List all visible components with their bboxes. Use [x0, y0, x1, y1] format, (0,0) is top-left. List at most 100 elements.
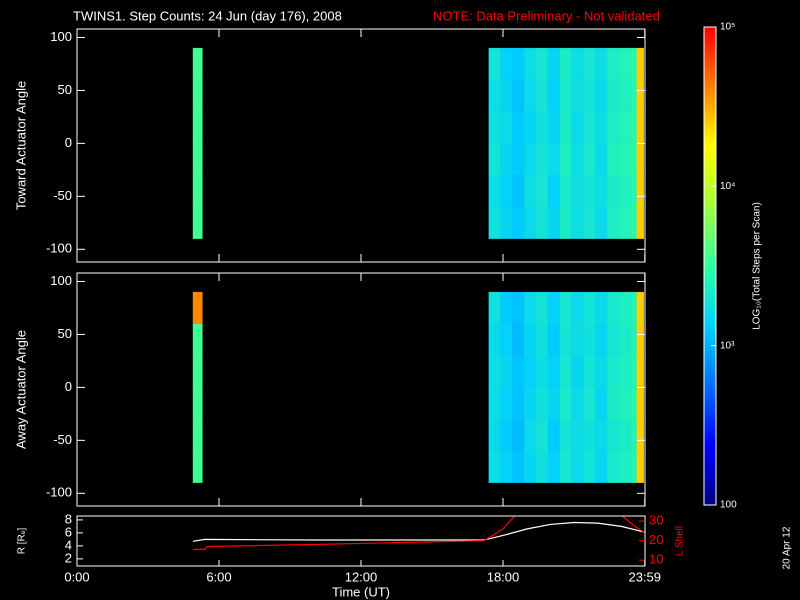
x-axis-title: Time (UT)	[332, 584, 390, 599]
heatmap-cell	[595, 111, 608, 144]
heatmap-cell	[192, 419, 203, 452]
heatmap-cell	[636, 47, 644, 80]
y-tick-label: 0	[65, 135, 72, 150]
heatmap-cell	[512, 111, 525, 144]
heatmap-cell	[512, 450, 525, 483]
heatmap-cell	[571, 206, 584, 239]
heatmap-cell	[559, 175, 572, 208]
y-axis-title: Away Actuator Angle	[13, 330, 28, 449]
heatmap-cell	[500, 450, 513, 483]
heatmap-cell	[571, 387, 584, 420]
heatmap-cell	[547, 419, 560, 452]
heatmap-cell	[192, 323, 203, 356]
heatmap-cell	[636, 323, 644, 356]
heatmap-cell	[524, 111, 537, 144]
y-tick-label: 50	[58, 82, 72, 97]
heatmap-cell	[535, 291, 549, 324]
heatmap-cell	[512, 143, 525, 176]
heatmap-cell	[192, 450, 203, 483]
heatmap-cell	[636, 355, 644, 388]
heatmap-cell	[618, 111, 631, 144]
heatmap-cell	[547, 79, 560, 112]
heatmap-cell	[535, 79, 549, 112]
heatmap-cell	[571, 419, 584, 452]
heatmap-cell	[524, 387, 537, 420]
heatmap-cell	[630, 291, 637, 324]
heatmap-cell	[583, 291, 596, 324]
heatmap-cell	[500, 323, 513, 356]
heatmap-cell	[512, 206, 525, 239]
y-tick-label: 100	[50, 273, 72, 288]
colorbar	[703, 26, 717, 506]
heatmap-cell	[636, 387, 644, 420]
heatmap-cell	[559, 355, 572, 388]
heatmap-cell	[595, 47, 608, 80]
heatmap-cell	[524, 291, 537, 324]
heatmap-cell	[547, 387, 560, 420]
heatmap-cell	[606, 323, 620, 356]
heatmap-cell	[524, 79, 537, 112]
heatmap-cell	[547, 206, 560, 239]
heatmap-cell	[535, 47, 549, 80]
heatmap-cell	[488, 355, 501, 388]
heatmap-cell	[512, 355, 525, 388]
heatmap-cell	[500, 419, 513, 452]
heatmap-cell	[488, 47, 501, 80]
heatmap-cell	[583, 143, 596, 176]
colorbar-tick-label: 10³	[720, 340, 735, 351]
heatmap-cell	[559, 79, 572, 112]
heatmap-cell	[583, 323, 596, 356]
heatmap-cell	[547, 291, 560, 324]
heatmap-cell	[524, 419, 537, 452]
heatmap-cell	[571, 47, 584, 80]
heatmap-cell	[595, 79, 608, 112]
heatmap-cell	[488, 387, 501, 420]
heatmap-cell	[618, 206, 631, 239]
y-tick-label: 2	[65, 550, 72, 565]
heatmap-cell	[618, 175, 631, 208]
heatmap-cell	[571, 143, 584, 176]
heatmap-cell	[571, 450, 584, 483]
heatmap-cell	[192, 79, 203, 112]
y-tick-label: 100	[50, 29, 72, 44]
heatmap-cell	[595, 323, 608, 356]
heatmap-cell	[618, 291, 631, 324]
heatmap-cell	[630, 419, 637, 452]
heatmap-cell	[192, 206, 203, 239]
heatmap-cell	[192, 355, 203, 388]
heatmap-cell	[192, 387, 203, 420]
heatmap-cell	[535, 323, 549, 356]
colorbar-tick-label: 10⁴	[720, 181, 735, 192]
heatmap-cell	[583, 111, 596, 144]
heatmap-cell	[535, 387, 549, 420]
heatmap-cell	[618, 450, 631, 483]
heatmap-cell	[583, 175, 596, 208]
y-tick-label: 50	[58, 326, 72, 341]
heatmap-cell	[630, 206, 637, 239]
heatmap-cell	[583, 79, 596, 112]
x-tick-label: 0:00	[64, 569, 89, 584]
y2-tick-label: 20	[649, 532, 663, 547]
heatmap-cell	[606, 47, 620, 80]
heatmap-cell	[559, 323, 572, 356]
heatmap-cell	[571, 175, 584, 208]
heatmap-cell	[636, 143, 644, 176]
colorbar-tick-label: 10⁵	[720, 22, 735, 33]
heatmap-cell	[571, 291, 584, 324]
heatmap-cell	[512, 323, 525, 356]
heatmap-cell	[630, 47, 637, 80]
heatmap-cell	[512, 47, 525, 80]
heatmap-cell	[583, 355, 596, 388]
heatmap-cell	[535, 450, 549, 483]
heatmap-cell	[630, 387, 637, 420]
heatmap-cell	[559, 111, 572, 144]
heatmap-cell	[606, 355, 620, 388]
y-tick-label: -50	[53, 432, 72, 447]
y-tick-label: 0	[65, 379, 72, 394]
heatmap-cell	[618, 143, 631, 176]
heatmap-cell	[559, 291, 572, 324]
heatmap-cell	[636, 291, 644, 324]
heatmap-cell	[524, 175, 537, 208]
heatmap-cell	[618, 419, 631, 452]
heatmap-cell	[636, 79, 644, 112]
